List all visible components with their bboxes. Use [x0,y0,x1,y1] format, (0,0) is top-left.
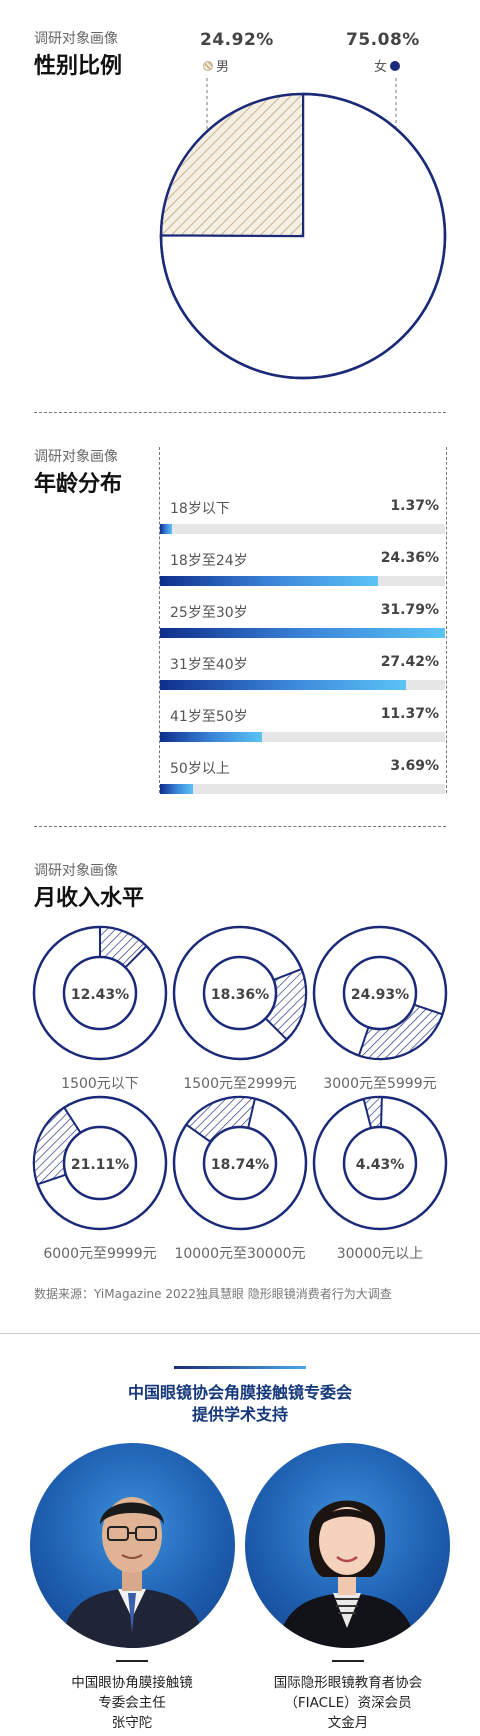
female-legend: 女 [374,56,401,75]
donut-category-label: 1500元以下 [61,1076,139,1092]
age-bar-row: 31岁至40岁 27.42% [160,648,445,700]
age-bar-label: 18岁以下 [170,501,230,517]
donut-value-label: 18.74% [211,1157,269,1173]
age-bar [160,628,445,638]
donut-hole [342,1125,418,1201]
age-bar [160,732,262,742]
age-bar-label: 25岁至30岁 [170,605,248,621]
age-left-guide [159,447,160,793]
donut-value-label: 4.43% [356,1157,405,1173]
age-bar-track [160,576,445,586]
income-title: 月收入水平 [34,886,145,911]
age-bar-track [160,732,445,742]
female-dot-icon [390,60,401,71]
donut-category-label: 6000元至9999元 [43,1246,157,1262]
support-accent-bar [174,1366,306,1369]
man-avatar-icon [60,1497,206,1648]
age-bar-row: 18岁以下 1.37% [160,492,445,544]
person-1-org-line-1: 中国眼协角膜接触镜 [71,1675,193,1691]
age-bar-value: 24.36% [380,550,439,566]
data-source: 数据来源：YiMagazine 2022独具慧眼 隐形眼镜消费者行为大调查 [34,1287,392,1301]
age-bar [160,784,194,794]
person-2-org-line-2: （FIACLE）资深会员 [284,1695,412,1711]
income-donut: 18.74% [172,1095,308,1231]
age-bar-value: 31.79% [380,602,439,618]
age-bar-row: 41岁至50岁 11.37% [160,700,445,752]
person-1-org-line-2: 专委会主任 [98,1695,166,1711]
age-subtitle: 调研对象画像 [34,449,118,465]
section-rule [0,1333,480,1334]
donut-hole [202,1125,278,1201]
income-donut: 12.43% [32,925,168,1061]
age-bar-value: 3.69% [390,758,439,774]
male-dot-icon [203,60,213,71]
donut-category-label: 1500元至2999元 [183,1076,297,1092]
age-bar-value: 1.37% [390,498,439,514]
age-bar-row: 18岁至24岁 24.36% [160,544,445,596]
support-line-1: 中国眼镜协会角膜接触镜专委会 [127,1383,352,1402]
age-right-guide [446,447,447,793]
income-donut: 21.11% [32,1095,168,1231]
income-donut: 4.43% [312,1095,448,1231]
age-bar-value: 27.42% [380,654,439,670]
donut-hole [62,955,138,1031]
female-pct: 75.08% [346,30,420,50]
age-bar-value: 11.37% [380,706,439,722]
age-bar-label: 18岁至24岁 [170,553,248,569]
person-2-org-line-1: 国际隐形眼镜教育者协会 [273,1675,423,1691]
donut-category-label: 10000元至30000元 [174,1246,306,1262]
age-bar-label: 31岁至40岁 [170,657,248,673]
male-label: 男 [216,60,230,75]
pie-slice-male [159,92,304,238]
age-bar-track [160,524,445,534]
donut-value-label: 12.43% [71,987,129,1003]
donut-category-label: 30000元以上 [336,1246,424,1262]
age-bar-row: 50岁以上 3.69% [160,752,445,804]
person-2-name: 文金月 [327,1715,369,1731]
pie-outline [159,92,447,380]
income-donut-charts: 12.43% 18.36% 24.93% 21.11% 18.74% 4.43% [32,925,448,1231]
woman-avatar-icon [277,1500,417,1648]
portrait-right [245,1443,450,1648]
donut-hole [202,955,278,1031]
portrait-left [30,1443,235,1648]
female-label: 女 [374,60,388,75]
donut-value-label: 24.93% [351,987,409,1003]
donut-value-label: 21.11% [71,1157,129,1173]
age-bar-label: 50岁以上 [170,761,230,777]
donut-category-label: 3000元至5999元 [323,1076,437,1092]
age-bar [160,524,173,534]
age-bar-track [160,784,445,794]
donut-hole [342,955,418,1031]
age-bar-track [160,628,445,638]
gender-title: 性别比例 [34,54,123,79]
support-line-2: 提供学术支持 [191,1405,288,1424]
age-bar [160,576,379,586]
divider-2 [34,826,446,827]
age-bar-row: 25岁至30岁 31.79% [160,596,445,648]
donut-value-label: 18.36% [211,987,269,1003]
person-2-rule [332,1660,364,1662]
income-donut: 24.93% [312,925,448,1061]
male-legend: 男 [203,56,229,75]
gender-pie-chart [159,78,447,380]
age-bar-label: 41岁至50岁 [170,709,248,725]
donut-hole [62,1125,138,1201]
gender-subtitle: 调研对象画像 [34,31,118,47]
age-bar [160,680,406,690]
age-title: 年龄分布 [34,472,123,497]
person-1-name: 张守陀 [111,1715,153,1731]
divider-1 [34,412,446,413]
person-1-rule [116,1660,148,1662]
income-subtitle: 调研对象画像 [34,863,118,879]
income-donut: 18.36% [172,925,308,1061]
age-bar-track [160,680,445,690]
male-pct: 24.92% [200,30,274,50]
